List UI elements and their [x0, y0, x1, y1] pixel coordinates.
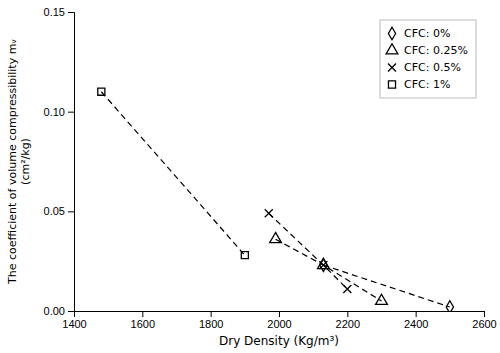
- legend-label: CFC: 0.25%: [404, 44, 468, 57]
- legend-label: CFC: 1%: [404, 78, 450, 91]
- x-axis-title: Dry Density (Kg/m³): [219, 334, 339, 348]
- legend-item: CFC: 1%: [388, 78, 450, 91]
- tick: 0.15: [44, 6, 74, 18]
- y-axis-title: The coefficient of volume compressibilit…: [6, 39, 32, 285]
- tick-mark: [484, 311, 485, 317]
- tick: 2000: [267, 311, 291, 330]
- point: [446, 301, 453, 311]
- tick: 0.05: [44, 205, 74, 217]
- point: [98, 88, 105, 95]
- tick-mark: [347, 311, 348, 317]
- tick: 2600: [472, 311, 496, 330]
- legend-item: CFC: 0.5%: [388, 61, 461, 74]
- tick-label: 2200: [336, 318, 360, 330]
- tick-label: 2600: [472, 318, 496, 330]
- legend-symbol: [388, 81, 395, 88]
- point: [241, 252, 248, 259]
- tick: 2400: [404, 311, 428, 330]
- tick-label: 0.00: [44, 305, 65, 317]
- tick-mark: [416, 311, 417, 317]
- point: [376, 294, 388, 304]
- tick: 1600: [131, 311, 155, 330]
- legend-symbol: [388, 27, 395, 39]
- y-axis-title-line: The coefficient of volume compressibilit…: [6, 39, 19, 285]
- tick-label: 0.10: [44, 106, 65, 118]
- tick-label: 1800: [199, 318, 223, 330]
- legend-item: CFC: 0.25%: [386, 44, 468, 58]
- point: [320, 259, 327, 271]
- marks: [98, 88, 454, 311]
- legend-label: CFC: 0.5%: [404, 61, 461, 74]
- point: [319, 261, 327, 269]
- plot: 1400 1600 1800 2000 2200 2400 2600 0.00 0.05 0.10…: [44, 6, 497, 330]
- series-line: [269, 213, 348, 289]
- axis-line: [75, 312, 485, 318]
- tick-mark: [279, 311, 280, 317]
- tick-mark: [68, 211, 74, 212]
- tick: 1800: [199, 311, 223, 330]
- point: [265, 209, 273, 217]
- tick-label: 1600: [131, 318, 155, 330]
- chart: 1400 1600 1800 2000 2200 2400 2600 0.00 0.05 0.10…: [0, 0, 500, 353]
- point: [318, 258, 330, 268]
- tick: 0.10: [44, 106, 74, 118]
- tick: 1400: [62, 311, 86, 330]
- tick: 2200: [336, 311, 360, 330]
- tick-mark: [142, 311, 143, 317]
- series-line: [101, 92, 245, 255]
- y-axis: 0.00 0.05 0.10 0.15: [44, 6, 75, 317]
- tick: 0.00: [44, 305, 74, 317]
- legend: CFC: 0% CFC: 0.25% CFC: 0.5% CFC: 1%: [380, 20, 476, 98]
- point: [270, 232, 282, 242]
- legend-symbol: [386, 44, 398, 54]
- tick-mark: [68, 311, 74, 312]
- y-axis-title-line: (cm²/kg): [19, 138, 32, 185]
- tick-mark: [68, 12, 74, 13]
- legend-label: CFC: 0%: [404, 27, 450, 40]
- axis-line: [68, 13, 75, 312]
- legend-symbol: [388, 64, 396, 72]
- point: [343, 285, 351, 293]
- tick-mark: [68, 112, 74, 113]
- tick-label: 0.15: [44, 6, 65, 18]
- x-axis: 1400 1600 1800 2000 2200 2400 2600: [62, 311, 496, 330]
- tick-mark: [211, 311, 212, 317]
- tick-label: 0.05: [44, 205, 65, 217]
- tick-label: 1400: [62, 318, 86, 330]
- legend-box: [380, 20, 476, 98]
- series-line: [323, 265, 449, 307]
- tick-label: 2000: [267, 318, 291, 330]
- legend-item: CFC: 0%: [388, 27, 450, 40]
- tick-label: 2400: [404, 318, 428, 330]
